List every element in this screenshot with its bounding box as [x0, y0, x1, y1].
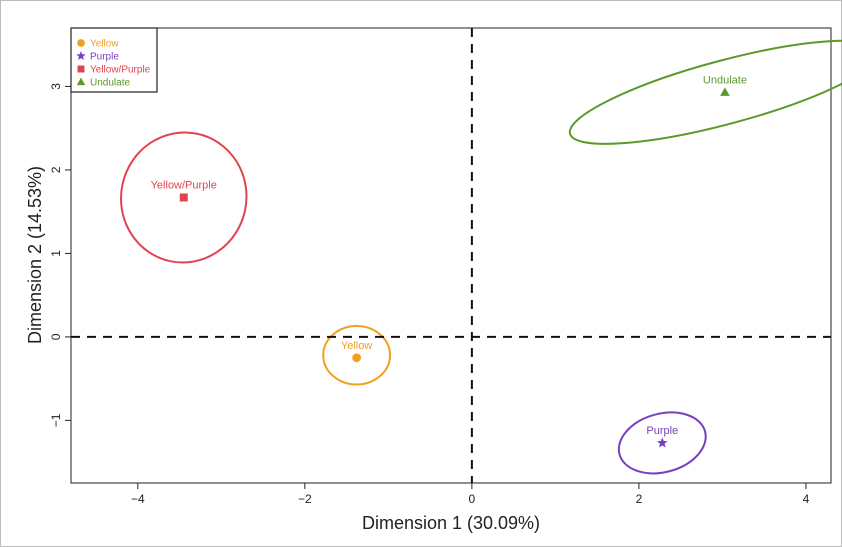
- yellow-point-label: Yellow: [341, 340, 372, 352]
- yellow-point: [352, 353, 362, 363]
- y-tick-label: 1: [49, 250, 63, 257]
- legend-purple-marker: [76, 51, 86, 60]
- yellow-ellipse: [322, 325, 392, 386]
- legend-yellow-marker: [77, 39, 85, 47]
- yellow-purple-point: [179, 193, 188, 202]
- legend: Yellow Purple Yellow/Purple Undulate: [70, 27, 158, 93]
- x-tick-label: 0: [469, 492, 476, 506]
- x-axis-title: Dimension 1 (30.09%): [362, 513, 540, 533]
- purple-point-label: Purple: [646, 425, 678, 437]
- yellow-purple-point-label: Yellow/Purple: [151, 179, 217, 191]
- legend-box: [70, 27, 158, 93]
- x-tick-label: −4: [131, 492, 145, 506]
- undulate-ellipse: [568, 39, 842, 145]
- x-tick-label: 4: [803, 492, 810, 506]
- confidence-ellipses: [120, 39, 842, 475]
- x-axis: −4 −2 0 2 4: [131, 483, 810, 506]
- purple-ellipse: [617, 411, 707, 475]
- yellow-purple-ellipse: [120, 131, 248, 264]
- undulate-point: [720, 87, 730, 96]
- x-tick-label: −2: [298, 492, 312, 506]
- purple-point: [656, 437, 668, 448]
- y-tick-label: 0: [49, 333, 63, 340]
- legend-undulate-label: Undulate: [90, 78, 130, 89]
- plot-area: [70, 27, 832, 484]
- y-tick-label: 3: [49, 83, 63, 90]
- y-axis-title: Dimension 2 (14.53%): [25, 166, 45, 344]
- reference-lines: [71, 28, 831, 483]
- y-tick-label: −1: [49, 413, 63, 427]
- x-tick-label: 2: [636, 492, 643, 506]
- point-labels: Yellow Purple Yellow/Purple Undulate: [151, 74, 747, 437]
- undulate-point-label: Undulate: [703, 74, 747, 86]
- legend-yellow-label: Yellow: [90, 39, 119, 50]
- y-tick-label: 2: [49, 166, 63, 173]
- data-points: [179, 87, 730, 448]
- legend-purple-label: Purple: [90, 52, 119, 63]
- legend-yellow-purple-marker: [77, 65, 85, 73]
- y-axis: −1 0 1 2 3: [49, 83, 71, 427]
- legend-yellow-purple-label: Yellow/Purple: [90, 65, 151, 76]
- legend-undulate-marker: [76, 77, 86, 86]
